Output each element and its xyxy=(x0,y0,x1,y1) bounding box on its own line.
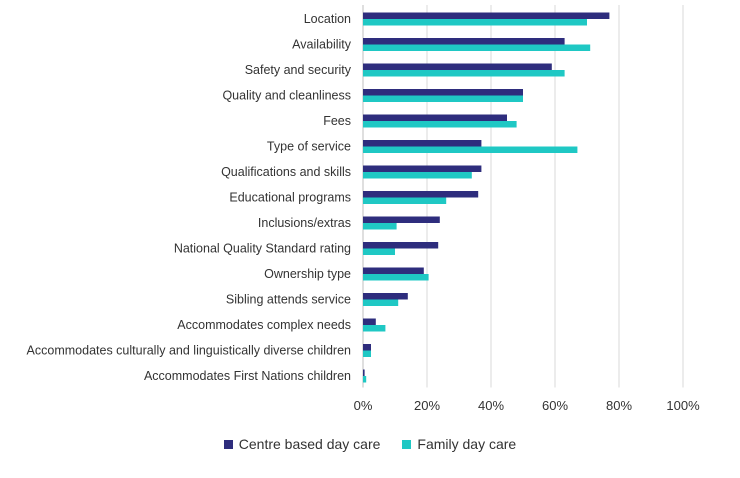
bar-family-day-care xyxy=(363,70,565,77)
category-label: Safety and security xyxy=(245,63,352,77)
legend-label-centre: Centre based day care xyxy=(238,436,381,452)
bar-centre-based-day-care xyxy=(363,140,482,147)
x-tick-label: 80% xyxy=(606,398,632,413)
legend-swatch-family xyxy=(402,439,412,449)
bar-family-day-care xyxy=(363,197,447,204)
bar-family-day-care xyxy=(363,44,591,51)
bar-family-day-care xyxy=(363,19,587,26)
bar-centre-based-day-care xyxy=(363,242,439,249)
category-label: Educational programs xyxy=(229,191,351,205)
bar-family-day-care xyxy=(363,350,371,357)
bar-family-day-care xyxy=(363,172,472,179)
x-tick-label: 40% xyxy=(478,398,504,413)
bar-centre-based-day-care xyxy=(363,344,371,351)
bar-centre-based-day-care xyxy=(363,63,552,70)
legend-item-family: Family day care xyxy=(402,436,516,452)
bar-family-day-care xyxy=(363,299,399,306)
bars xyxy=(363,12,610,383)
x-tick-label: 60% xyxy=(542,398,568,413)
legend-item-centre: Centre based day care xyxy=(223,436,381,452)
category-label: Availability xyxy=(292,38,352,52)
bar-centre-based-day-care xyxy=(363,165,482,172)
bar-centre-based-day-care xyxy=(363,12,610,19)
bar-centre-based-day-care xyxy=(363,293,408,300)
bar-family-day-care xyxy=(363,325,386,332)
x-tick-label: 100% xyxy=(666,398,700,413)
category-labels: Location Availability Safety and security Q… xyxy=(27,12,352,383)
bar-centre-based-day-care xyxy=(363,89,523,96)
bar-centre-based-day-care xyxy=(363,191,479,198)
category-label: Location xyxy=(304,12,351,26)
bar-centre-based-day-care xyxy=(363,216,440,223)
category-label: Type of service xyxy=(267,140,351,154)
bar-family-day-care xyxy=(363,223,397,230)
category-label: National Quality Standard rating xyxy=(174,242,351,256)
category-label: Inclusions/extras xyxy=(258,216,351,230)
bar-family-day-care xyxy=(363,95,523,102)
category-label: Ownership type xyxy=(264,267,351,281)
x-tick-label: 0% xyxy=(354,398,373,413)
legend: Centre based day care Family day care xyxy=(0,436,740,452)
bar-centre-based-day-care xyxy=(363,114,507,121)
legend-label-family: Family day care xyxy=(417,436,517,452)
category-label: Accommodates culturally and linguistical… xyxy=(27,344,351,358)
category-label: Quality and cleanliness xyxy=(222,89,351,103)
bar-family-day-care xyxy=(363,274,429,281)
category-label: Qualifications and skills xyxy=(221,165,351,179)
x-axis-ticks: 0% 20% 40% 60% 80% 100% xyxy=(354,398,700,413)
bar-centre-based-day-care xyxy=(363,318,376,325)
bar-centre-based-day-care xyxy=(363,369,365,376)
category-label: Accommodates First Nations children xyxy=(144,369,351,383)
bar-family-day-care xyxy=(363,146,578,153)
category-label: Sibling attends service xyxy=(226,293,351,307)
x-tick-label: 20% xyxy=(414,398,440,413)
legend-swatch-centre xyxy=(223,439,233,449)
category-label: Accommodates complex needs xyxy=(177,318,351,332)
bar-family-day-care xyxy=(363,376,367,383)
bar-family-day-care xyxy=(363,121,517,128)
bar-family-day-care xyxy=(363,248,395,255)
category-label: Fees xyxy=(323,114,351,128)
bar-centre-based-day-care xyxy=(363,267,424,274)
bar-centre-based-day-care xyxy=(363,38,565,45)
